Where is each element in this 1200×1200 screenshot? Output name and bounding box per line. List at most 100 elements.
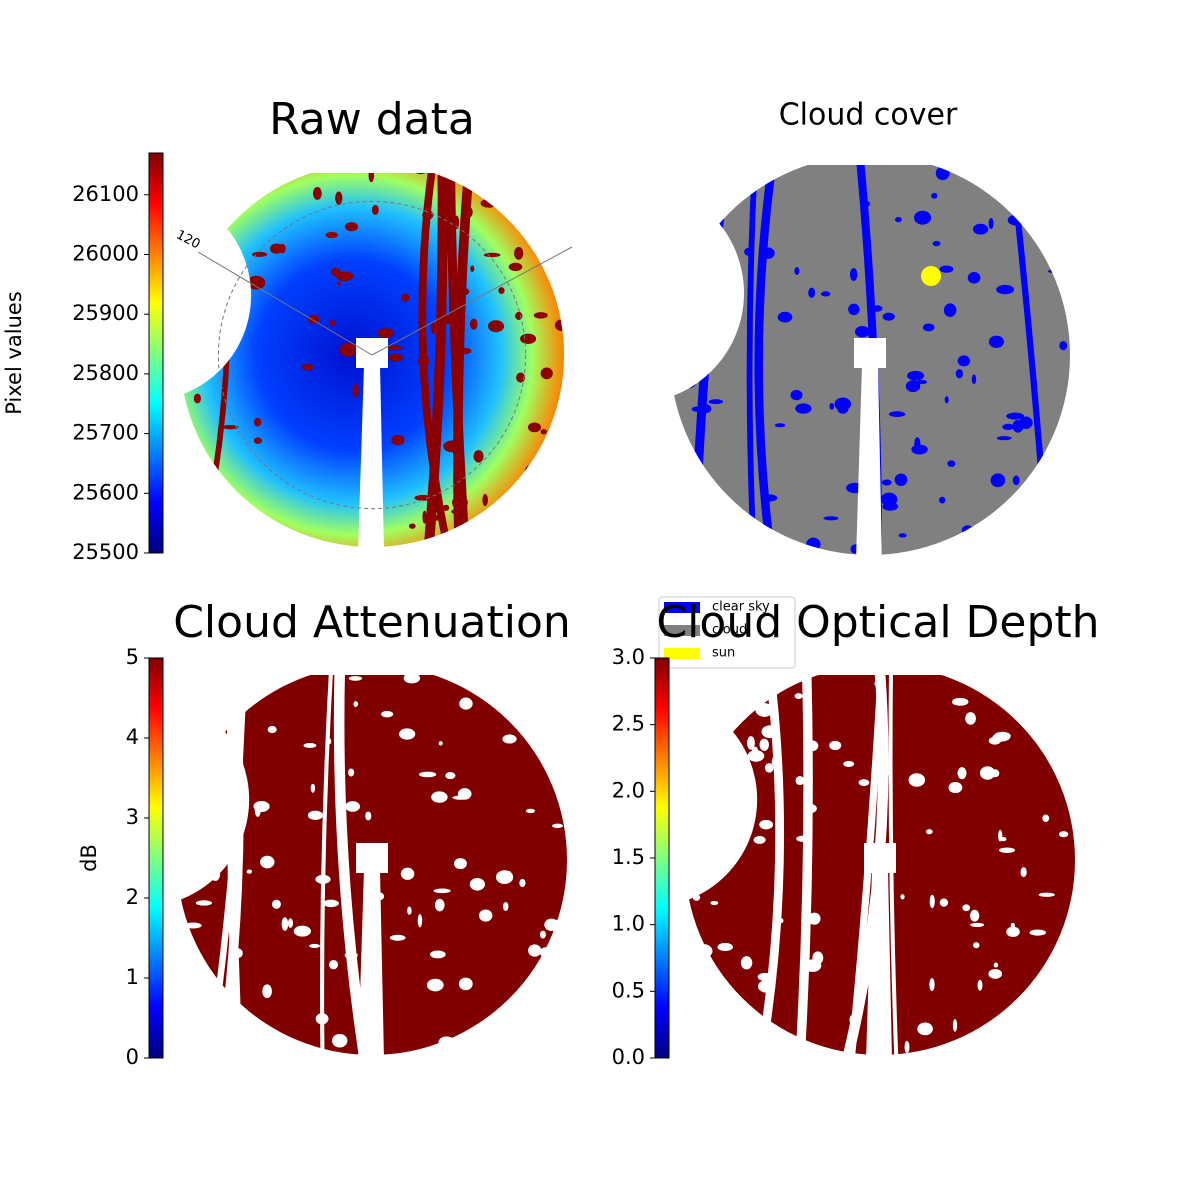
sky-image [679, 661, 1076, 1060]
streak [795, 664, 813, 1056]
speck [414, 494, 432, 501]
speck [180, 878, 185, 888]
speck [697, 273, 711, 282]
speck [951, 697, 969, 706]
speck [973, 942, 980, 949]
speck [464, 206, 473, 218]
speck [344, 222, 359, 232]
speck [389, 934, 406, 941]
speck [533, 312, 548, 319]
panel-title: Cloud Attenuation [173, 597, 571, 648]
speck [365, 811, 372, 821]
center-block [864, 843, 896, 873]
speck [970, 922, 985, 927]
speck [679, 1036, 695, 1048]
sky-image [172, 664, 572, 1060]
speck [726, 288, 741, 297]
speck [310, 783, 316, 793]
speck [353, 701, 359, 707]
speck [323, 899, 339, 908]
speck [744, 247, 755, 256]
speck [955, 369, 964, 379]
tick-label: 1.5 [612, 845, 645, 869]
speck [796, 835, 811, 842]
speck [1048, 181, 1055, 187]
speck [692, 882, 705, 888]
colorbar-label: Pixel values [2, 291, 26, 415]
speck [1029, 929, 1047, 936]
speck [939, 265, 954, 273]
speck [550, 719, 562, 730]
speck [193, 393, 201, 404]
speck [914, 210, 932, 225]
speck [747, 736, 755, 750]
speck [246, 529, 259, 541]
speck [208, 202, 214, 207]
speck [253, 417, 262, 427]
panel-title: Cloud cover [779, 98, 958, 133]
speck [287, 918, 294, 928]
speck [525, 508, 535, 516]
speck [251, 251, 268, 257]
speck [442, 504, 450, 511]
speck [459, 697, 473, 710]
speck [929, 978, 935, 992]
tick-label: 1 [126, 965, 139, 989]
speck [483, 252, 501, 258]
streak [333, 664, 370, 1056]
tick-label: 26000 [72, 241, 139, 265]
speck [795, 403, 812, 414]
speck [716, 186, 722, 196]
speck [905, 380, 921, 393]
tick-label: 4 [126, 725, 139, 749]
mast-wedge [866, 870, 892, 1060]
speck [307, 810, 324, 820]
speck [843, 760, 855, 767]
speck [172, 947, 182, 954]
speck [438, 1036, 455, 1049]
speck [418, 771, 437, 778]
speck [1042, 814, 1050, 823]
speck [272, 899, 281, 909]
speck [757, 533, 774, 545]
speck [794, 693, 803, 699]
mast-wedge [358, 870, 384, 1060]
speck [1058, 831, 1069, 838]
tick-label: 2.0 [612, 778, 645, 802]
speck [948, 782, 963, 794]
speck [757, 972, 773, 981]
speck [701, 967, 709, 974]
speck [712, 990, 721, 997]
speck [502, 901, 509, 911]
speck [774, 423, 786, 428]
tick-label: 2.5 [612, 712, 645, 736]
speck [246, 869, 252, 874]
speck [487, 509, 505, 520]
speck [771, 755, 782, 767]
speck [691, 406, 702, 412]
speck [348, 676, 363, 681]
speck [1028, 1008, 1037, 1017]
speck [849, 268, 858, 281]
speck [972, 223, 989, 235]
speck [829, 740, 842, 751]
speck [540, 367, 553, 380]
polar-line [371, 246, 573, 356]
speck [335, 191, 343, 205]
speck [705, 487, 714, 495]
speck [443, 442, 456, 448]
speck [270, 243, 283, 254]
speck [430, 321, 436, 334]
speck [925, 829, 933, 835]
speck [515, 680, 523, 690]
streak [754, 154, 778, 556]
speck [262, 984, 272, 999]
speck [994, 157, 1012, 169]
streak [757, 664, 785, 1056]
speck [544, 181, 550, 188]
speck [175, 211, 186, 216]
speck [325, 231, 338, 239]
colorbar [148, 657, 164, 1059]
speck [916, 379, 928, 385]
